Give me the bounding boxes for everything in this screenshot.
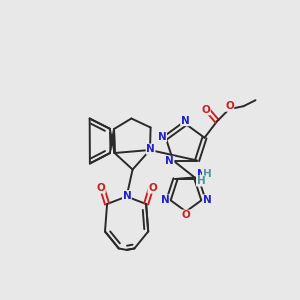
Text: N: N <box>202 195 211 205</box>
Text: O: O <box>182 210 190 220</box>
Text: H: H <box>202 169 211 179</box>
Text: H: H <box>196 176 205 186</box>
Text: N: N <box>158 132 167 142</box>
Text: O: O <box>201 105 210 115</box>
Text: N: N <box>196 169 205 179</box>
Text: N: N <box>122 190 131 201</box>
Text: O: O <box>96 183 105 193</box>
Text: O: O <box>225 101 234 111</box>
Text: N: N <box>146 144 155 154</box>
Text: N: N <box>165 156 174 167</box>
Text: N: N <box>160 195 169 205</box>
Text: N: N <box>181 116 190 126</box>
Text: O: O <box>148 183 157 193</box>
